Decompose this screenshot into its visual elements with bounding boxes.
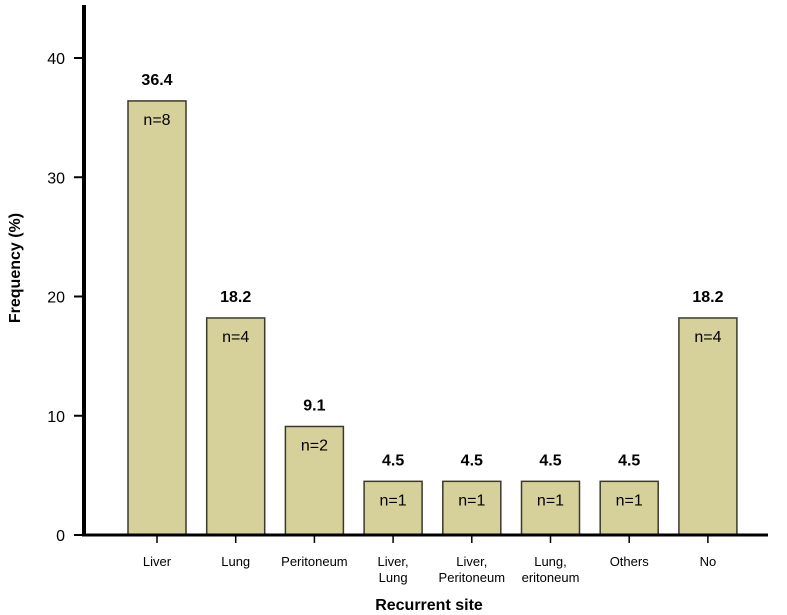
bar-count-label: n=1 <box>616 492 643 509</box>
bar-value-label: 18.2 <box>220 289 251 306</box>
bar-count-label: n=4 <box>222 329 249 346</box>
x-category-label: Lung <box>379 570 408 585</box>
x-categories-layer: Liver Lung Peritoneum Liver,LungLiver,Perit… <box>143 535 716 585</box>
bar <box>205 317 266 536</box>
bar-count-label: n=1 <box>380 492 407 509</box>
bar <box>363 480 423 536</box>
x-category-label: eritoneum <box>522 570 580 585</box>
x-category-label: Lung, <box>534 554 567 569</box>
x-category-label: Peritoneum <box>439 570 505 585</box>
x-category-label: Peritoneum <box>281 554 347 569</box>
bars-layer: 36.4 n=8 18.2 n=4 9.1 n=2 4.5 n=1 4.5 n=1 4.5 n=1 4.… <box>127 72 738 536</box>
bar-value-label: 36.4 <box>141 72 172 89</box>
bar-count-label: n=1 <box>537 492 564 509</box>
bar-count-label: n=1 <box>458 492 485 509</box>
y-axis-title: Frequency (%) <box>7 213 24 323</box>
bar-count-label: n=4 <box>694 329 721 346</box>
bar <box>678 317 738 536</box>
y-tick-label: 20 <box>47 290 65 307</box>
y-tick-label: 0 <box>56 528 65 545</box>
x-category-label: Liver <box>143 554 172 569</box>
x-category-label: Liver, <box>378 554 409 569</box>
x-axis-title: Recurrent site <box>375 597 483 614</box>
bar-value-label: 4.5 <box>539 452 561 469</box>
bar <box>127 100 187 536</box>
bar <box>520 480 581 536</box>
bar-value-label: 4.5 <box>618 452 640 469</box>
bar-count-label: n=8 <box>143 112 170 129</box>
y-ticks-layer: 0 10 20 30 40 <box>47 51 84 545</box>
bar-value-label: 4.5 <box>382 452 404 469</box>
x-category-label: No <box>700 554 717 569</box>
x-category-label: Lung <box>221 554 250 569</box>
x-category-label: Others <box>610 554 650 569</box>
bar-value-label: 9.1 <box>303 397 325 414</box>
axes-layer <box>82 5 768 537</box>
y-tick-label: 40 <box>47 51 65 68</box>
bar-value-label: 18.2 <box>692 289 723 306</box>
y-tick-label: 30 <box>47 170 65 187</box>
x-category-label: Liver, <box>456 554 487 569</box>
bar <box>284 425 345 536</box>
y-tick-label: 10 <box>47 409 65 426</box>
bar-count-label: n=2 <box>301 437 328 454</box>
bar-value-label: 4.5 <box>461 452 483 469</box>
